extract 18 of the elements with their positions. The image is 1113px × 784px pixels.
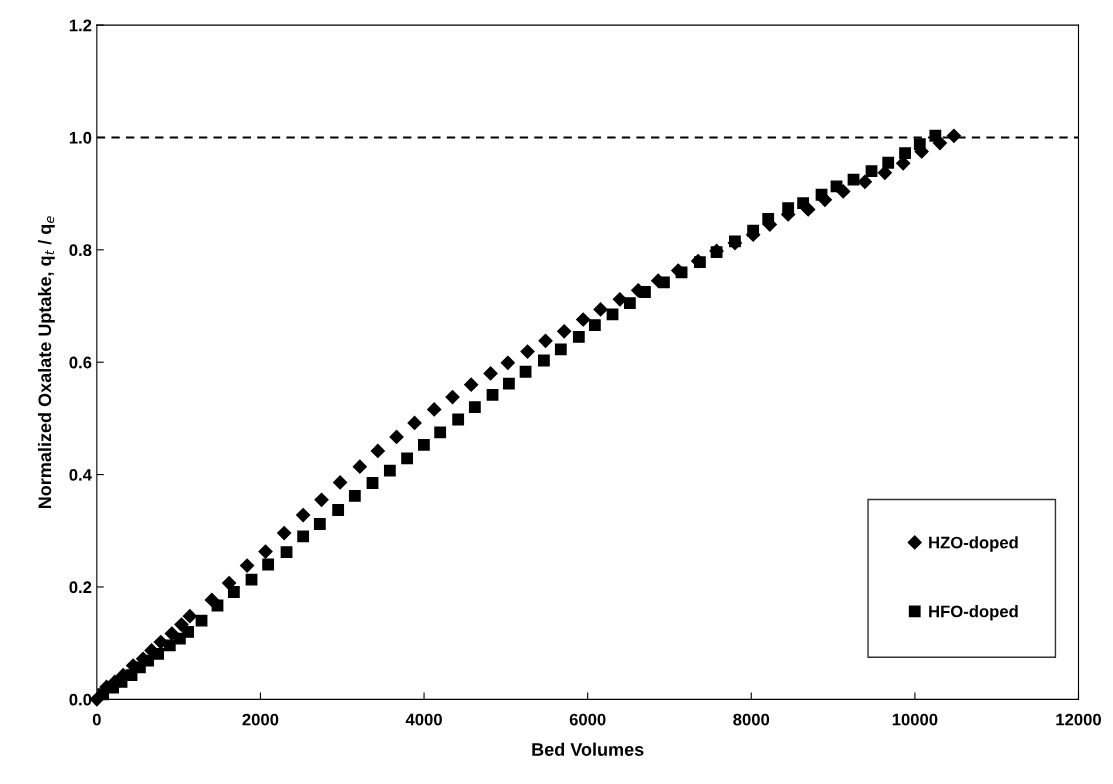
y-axis-title: Normalized Oxalate Uptake, q$_{t}$ / q$_{e}$ <box>37 216 55 509</box>
x-tick-label: 2000 <box>242 713 279 726</box>
x-axis-title: Bed Volumes <box>532 742 644 756</box>
y-tick-label: 0.0 <box>69 693 92 706</box>
x-tick-label: 8000 <box>733 713 770 726</box>
x-tick-label: 12000 <box>1056 713 1101 726</box>
x-tick-label: 0 <box>92 713 101 726</box>
y-tick-label: 0.4 <box>69 468 92 481</box>
x-tick-label: 10000 <box>892 713 938 726</box>
x-tick-label: 4000 <box>405 713 442 726</box>
y-tick-label: 1.0 <box>69 131 92 144</box>
legend-label: HFO-doped <box>929 605 1018 621</box>
y-tick-label: 0.6 <box>69 356 92 369</box>
x-tick-label: 6000 <box>569 713 606 726</box>
y-tick-label: 0.8 <box>69 244 92 257</box>
y-tick-label: 0.2 <box>69 581 92 594</box>
y-tick-label: 1.2 <box>69 19 92 32</box>
legend-label: HZO-doped <box>929 536 1018 552</box>
